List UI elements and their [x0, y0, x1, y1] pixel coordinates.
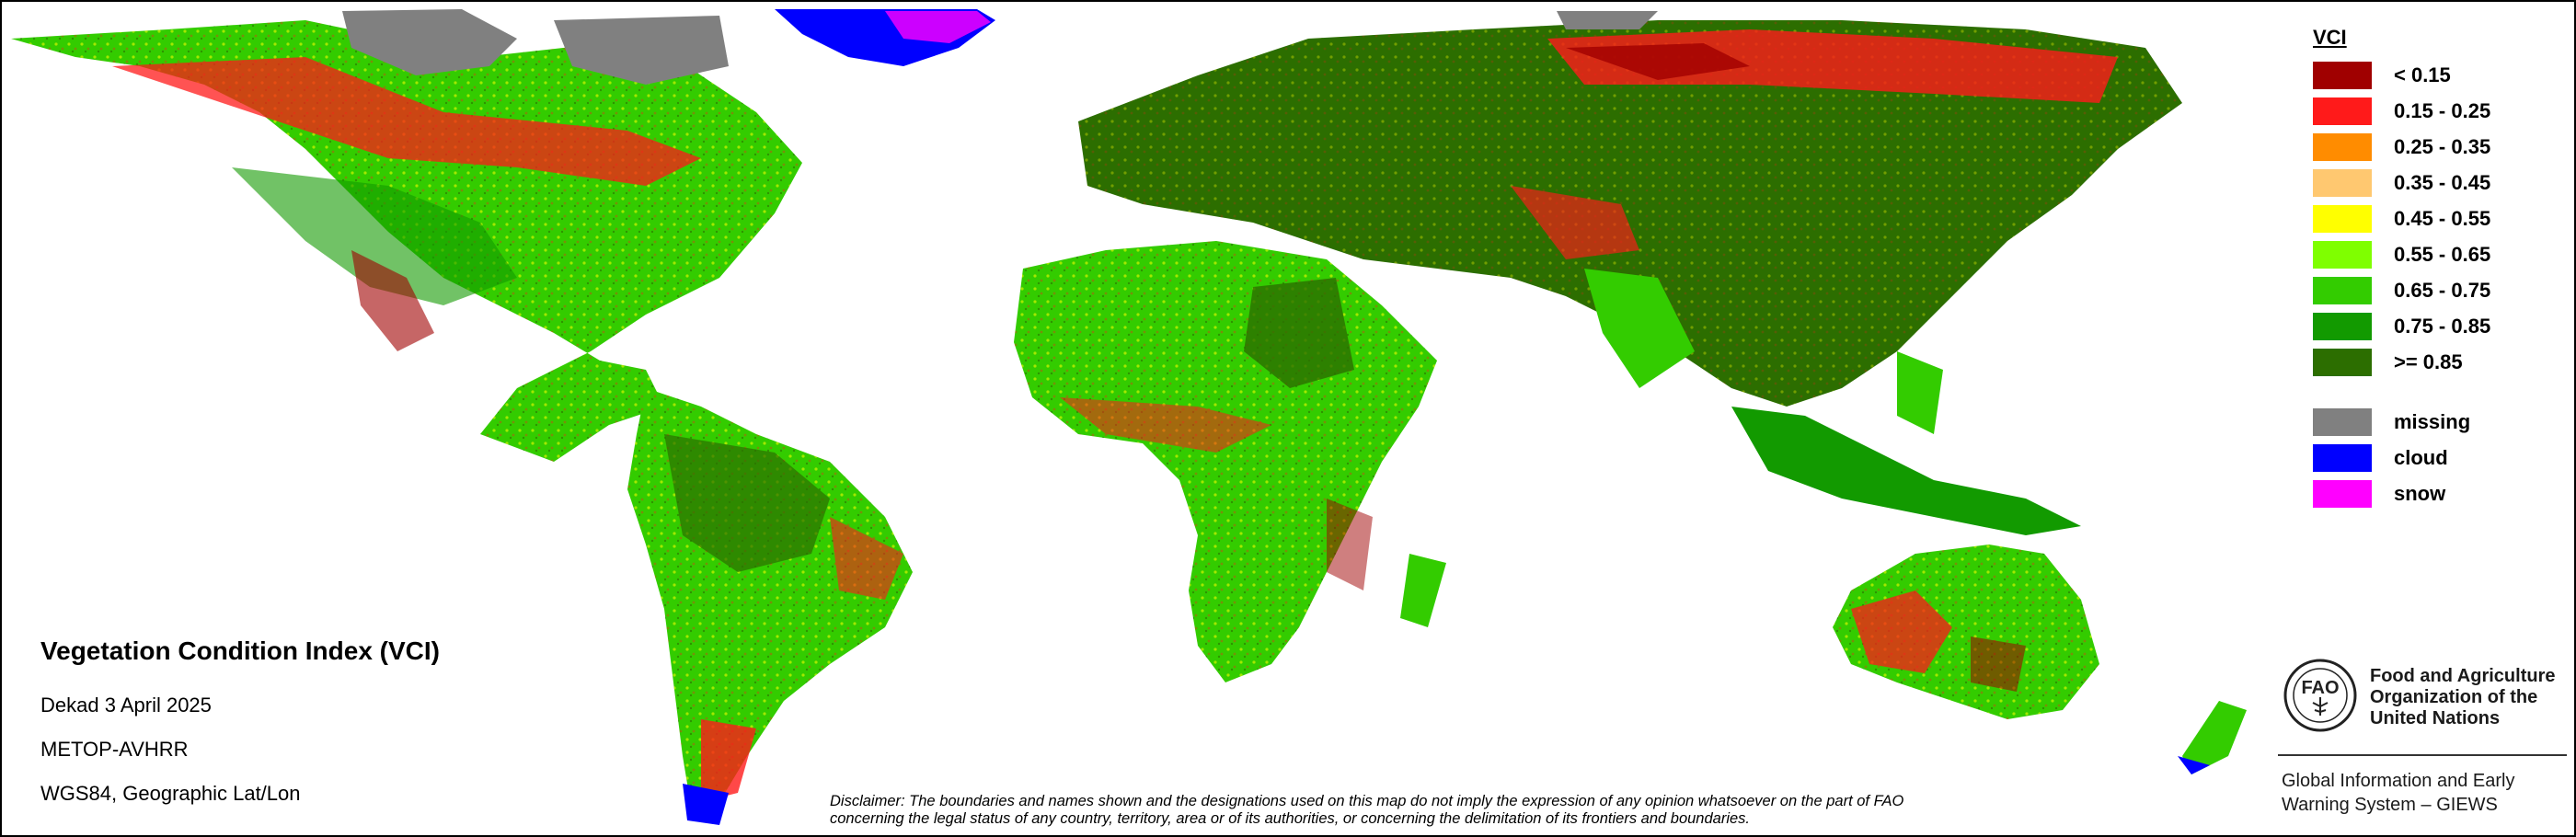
disclaimer: Disclaimer: The boundaries and names sho…	[830, 793, 2136, 828]
legend-swatch	[2313, 479, 2372, 508]
legend-title: VCI	[2313, 26, 2347, 49]
legend-label: 0.75 - 0.85	[2394, 314, 2491, 338]
legend-swatch	[2313, 348, 2372, 376]
sahara-sudan	[1244, 278, 1354, 388]
legend-item: >= 0.85	[2313, 344, 2552, 380]
legend-item: missing	[2313, 404, 2552, 440]
map-sensor: METOP-AVHRR	[40, 738, 189, 761]
fao-logo-icon: FAO	[2283, 659, 2357, 732]
legend-item: < 0.15	[2313, 57, 2552, 93]
legend-swatch	[2313, 97, 2372, 125]
eurasia	[1078, 11, 2182, 407]
fao-divider	[2278, 754, 2567, 756]
legend-label: < 0.15	[2394, 63, 2451, 86]
new-zealand	[2178, 701, 2247, 774]
madagascar	[1400, 554, 1446, 627]
map-title: Vegetation Condition Index (VCI)	[40, 636, 440, 665]
legend-swatch	[2313, 240, 2372, 269]
indonesia	[1731, 407, 2081, 535]
legend-swatch	[2313, 407, 2372, 436]
fao-name-line-3: United Nations	[2370, 708, 2501, 728]
legend-item: 0.45 - 0.55	[2313, 201, 2552, 236]
legend-item: 0.55 - 0.65	[2313, 236, 2552, 272]
na-us-veg	[232, 167, 517, 305]
australia-west-stress	[1851, 590, 1952, 673]
sahel-stress	[1060, 397, 1271, 453]
legend-item: 0.35 - 0.45	[2313, 165, 2552, 201]
legend-label: >= 0.85	[2394, 350, 2463, 373]
central-asia-stress	[1511, 186, 1639, 259]
siberia-severe	[1566, 43, 1750, 80]
legend-swatch	[2313, 132, 2372, 161]
legend-item: snow	[2313, 476, 2552, 511]
fao-name: Food and Agriculture Organization of the…	[2370, 666, 2555, 729]
fao-name-line-1: Food and Agriculture	[2370, 666, 2556, 686]
disclaimer-line-2: concerning the legal status of any count…	[830, 810, 1750, 827]
na-arctic-missing-2	[554, 16, 729, 85]
na-mexico-stress	[351, 250, 434, 351]
east-africa-stress	[1327, 499, 1373, 590]
legend-gap	[2313, 380, 2552, 404]
world-map	[2, 2, 2265, 835]
map-period: Dekad 3 April 2025	[40, 694, 212, 717]
legend-label: 0.15 - 0.25	[2394, 98, 2491, 122]
vci-legend: VCI < 0.15 0.15 - 0.25 0.25 - 0.35 0.35 - 0…	[2313, 26, 2552, 511]
legend-label: missing	[2394, 409, 2471, 433]
sa-brazil-stress	[830, 517, 903, 600]
giews-line-1: Global Information and Early	[2282, 771, 2515, 791]
legend-label: 0.35 - 0.45	[2394, 170, 2491, 194]
legend-label: 0.65 - 0.75	[2394, 278, 2491, 302]
south-america	[627, 388, 913, 825]
sa-patagonia-stress	[701, 719, 756, 802]
legend-swatch	[2313, 204, 2372, 233]
disclaimer-line-1: Disclaimer: The boundaries and names sho…	[830, 793, 1904, 809]
giews-name: Global Information and Early Warning Sys…	[2282, 769, 2514, 817]
philippines	[1897, 351, 1943, 434]
legend-label: cloud	[2394, 445, 2448, 469]
map-info: Vegetation Condition Index (VCI) Dekad 3…	[40, 636, 592, 806]
nz-landmass	[2182, 701, 2247, 774]
fao-name-line-2: Organization of the	[2370, 687, 2538, 707]
legend-item: cloud	[2313, 440, 2552, 476]
legend-swatch	[2313, 168, 2372, 197]
na-arctic-missing	[342, 9, 517, 75]
legend-label: snow	[2394, 481, 2446, 505]
legend-label: 0.25 - 0.35	[2394, 134, 2491, 158]
legend-swatch	[2313, 312, 2372, 340]
sa-amazon	[664, 434, 830, 572]
eurasia-speckle	[1078, 20, 2182, 407]
legend-item: 0.25 - 0.35	[2313, 129, 2552, 165]
legend-item: 0.75 - 0.85	[2313, 308, 2552, 344]
giews-line-2: Warning System – GIEWS	[2282, 795, 2498, 815]
map-projection: WGS84, Geographic Lat/Lon	[40, 782, 301, 805]
legend-classes: < 0.15 0.15 - 0.25 0.25 - 0.35 0.35 - 0.45 0…	[2313, 57, 2552, 380]
legend-swatch	[2313, 443, 2372, 472]
nz-cloud	[2178, 756, 2210, 774]
australia-se-stress	[1971, 636, 2026, 692]
greenland-snow	[885, 11, 991, 43]
india	[1584, 269, 1695, 388]
north-america	[11, 9, 802, 462]
legend-swatch	[2313, 61, 2372, 89]
legend-label: 0.55 - 0.65	[2394, 242, 2491, 266]
legend-swatch	[2313, 276, 2372, 304]
southeast-asia	[1731, 351, 2081, 535]
legend-item: 0.65 - 0.75	[2313, 272, 2552, 308]
africa	[1014, 241, 1446, 682]
australia	[1833, 545, 2099, 719]
legend-label: 0.45 - 0.55	[2394, 206, 2491, 230]
fao-branding: FAO Food and Agriculture Organization of…	[2274, 657, 2569, 831]
africa-speckle	[1014, 241, 1437, 682]
na-canada-stress	[112, 57, 701, 186]
legend-special: missing cloud snow	[2313, 404, 2552, 511]
legend-item: 0.15 - 0.25	[2313, 93, 2552, 129]
sa-tip-cloud	[683, 784, 729, 825]
world-map-svg	[11, 9, 2247, 825]
arctic-missing	[1557, 11, 1658, 29]
greenland	[775, 9, 995, 66]
svg-text:FAO: FAO	[2301, 678, 2339, 698]
australia-speckle	[1833, 545, 2099, 719]
